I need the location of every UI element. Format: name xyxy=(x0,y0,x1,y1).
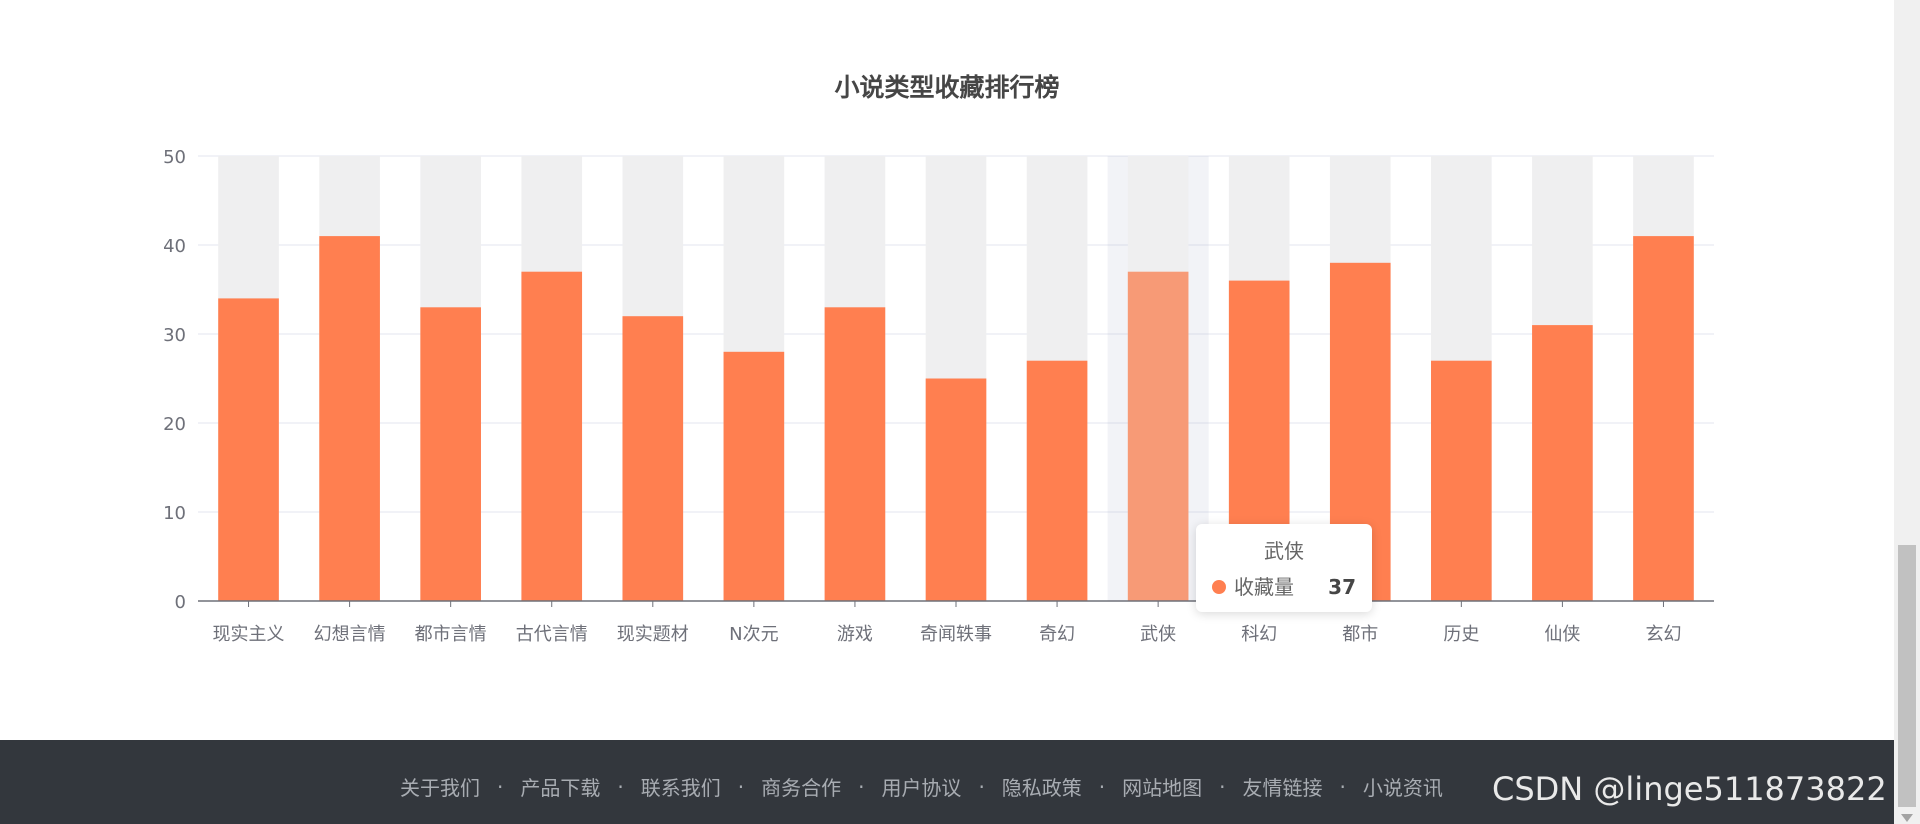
x-tick-label: 历史 xyxy=(1443,624,1479,645)
x-tick-label: N次元 xyxy=(729,624,778,645)
bar xyxy=(1026,360,1088,601)
footer-link[interactable]: 小说资讯 xyxy=(1362,776,1443,800)
x-tick-label: 都市言情 xyxy=(415,624,487,645)
y-tick-label: 10 xyxy=(163,503,186,524)
bar xyxy=(824,307,886,601)
x-tick-label: 科幻 xyxy=(1241,624,1277,645)
footer-separator: · xyxy=(858,774,865,799)
footer-separator: · xyxy=(1219,774,1226,799)
x-tick-label: 现实题材 xyxy=(617,624,689,645)
footer-separator: · xyxy=(1339,774,1346,799)
tooltip-title: 武侠 xyxy=(1264,539,1304,563)
footer-separator: · xyxy=(737,774,745,799)
x-tick-label: 现实主义 xyxy=(213,624,285,645)
footer-link[interactable]: 隐私政策 xyxy=(1001,776,1082,800)
footer-link[interactable]: 商务合作 xyxy=(761,776,842,800)
y-tick-label: 40 xyxy=(163,236,186,257)
footer-link[interactable]: 网站地图 xyxy=(1122,776,1203,800)
x-tick-label: 都市 xyxy=(1342,624,1378,645)
scrollbar-thumb[interactable] xyxy=(1898,545,1916,807)
x-tick-label: 玄幻 xyxy=(1645,624,1681,645)
tooltip-value: 37 xyxy=(1328,575,1356,599)
x-tick-label: 古代言情 xyxy=(516,624,588,645)
bar xyxy=(218,298,279,601)
footer-link[interactable]: 关于我们 xyxy=(400,776,480,800)
chart-tooltip: 武侠 收藏量 37 xyxy=(1196,524,1372,612)
y-tick-label: 50 xyxy=(163,147,186,168)
x-tick-label: 仙侠 xyxy=(1544,624,1580,645)
footer-separator: · xyxy=(1098,774,1106,799)
x-tick-label: 奇幻 xyxy=(1039,624,1075,645)
footer-separator: · xyxy=(497,774,504,799)
x-tick-label: 武侠 xyxy=(1140,624,1176,645)
bar xyxy=(521,271,583,601)
footer-link[interactable]: 联系我们 xyxy=(640,776,721,800)
y-tick-label: 0 xyxy=(175,592,186,613)
chart-title: 小说类型收藏排行榜 xyxy=(834,73,1060,102)
x-tick-label: 游戏 xyxy=(837,624,873,645)
bar xyxy=(925,378,987,601)
bar xyxy=(1127,271,1189,601)
footer-separator: · xyxy=(617,774,624,799)
y-tick-label: 30 xyxy=(163,325,186,346)
bar xyxy=(1532,325,1593,601)
footer-link[interactable]: 用户协议 xyxy=(881,776,962,800)
watermark: CSDN @linge511873822 xyxy=(1492,770,1887,808)
footer-link[interactable]: 友情链接 xyxy=(1242,776,1323,800)
bar xyxy=(1431,360,1492,601)
footer: 关于我们 · 产品下载 · 联系我们 · 商务合作 · 用户协议 · 隐私政策 · 网站地图 · 友情链接 ·… xyxy=(0,740,1894,824)
tooltip-series-name: 收藏量 xyxy=(1234,575,1294,599)
footer-separator: · xyxy=(978,774,985,799)
bar xyxy=(319,236,380,601)
bar xyxy=(622,316,684,601)
x-tick-label: 幻想言情 xyxy=(314,624,386,645)
y-tick-label: 20 xyxy=(163,414,186,435)
series-dot-icon xyxy=(1212,580,1226,594)
bar-chart: 0 10 20 30 40 50 现实主义 幻想言情 都市言情 古代言情 现实题材 N次元 游戏 奇闻轶事… xyxy=(163,147,1714,645)
footer-link[interactable]: 产品下载 xyxy=(520,776,601,800)
bar xyxy=(1633,236,1694,601)
vertical-scrollbar[interactable] xyxy=(1894,0,1920,824)
footer-links: 关于我们 · 产品下载 · 联系我们 · 商务合作 · 用户协议 · 隐私政策 · 网站地图 · 友情链接 ·… xyxy=(400,772,1443,801)
x-tick-label: 奇闻轶事 xyxy=(920,624,992,645)
bar xyxy=(420,307,481,601)
tooltip-row: 收藏量 37 xyxy=(1212,574,1356,600)
bar xyxy=(723,351,785,601)
scroll-down-arrow-icon[interactable] xyxy=(1901,814,1913,822)
